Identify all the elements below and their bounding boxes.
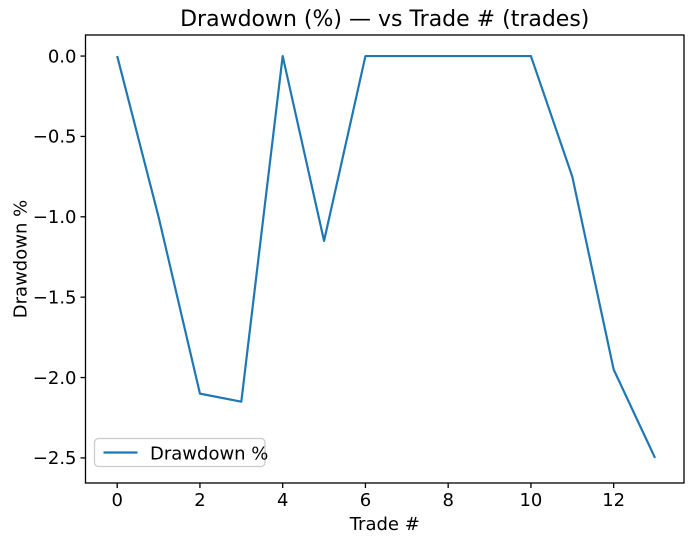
legend: Drawdown % (93, 437, 268, 468)
y-tick-label: −1.0 (33, 207, 77, 228)
legend-entry-label: Drawdown % (150, 444, 268, 465)
y-tick-label: −2.5 (33, 448, 77, 469)
chart-title: Drawdown (%) — vs Trade # (trades) (180, 7, 589, 32)
x-tick-label: 10 (519, 490, 542, 511)
y-axis: 0.0 −0.5 −1.0 −1.5 −2.0 −2.5 (33, 46, 86, 469)
x-tick-label: 4 (277, 490, 288, 511)
x-axis: 0 2 4 6 8 10 12 (111, 483, 625, 511)
x-tick-label: 12 (602, 490, 625, 511)
series-line-drawdown (116, 54, 657, 459)
y-tick-label: −2.0 (33, 368, 77, 389)
y-tick-label: −1.5 (33, 287, 77, 308)
x-tick-label: 8 (442, 490, 453, 511)
x-tick-label: 0 (111, 490, 122, 511)
axes-frame (84, 34, 685, 484)
y-axis-label: Drawdown % (11, 200, 32, 318)
x-axis-label: Trade # (349, 514, 420, 535)
x-tick-label: 2 (194, 490, 205, 511)
legend-box (93, 437, 266, 468)
y-tick-label: −0.5 (33, 127, 77, 148)
y-tick-label: 0.0 (48, 46, 77, 67)
x-tick-label: 6 (360, 490, 371, 511)
